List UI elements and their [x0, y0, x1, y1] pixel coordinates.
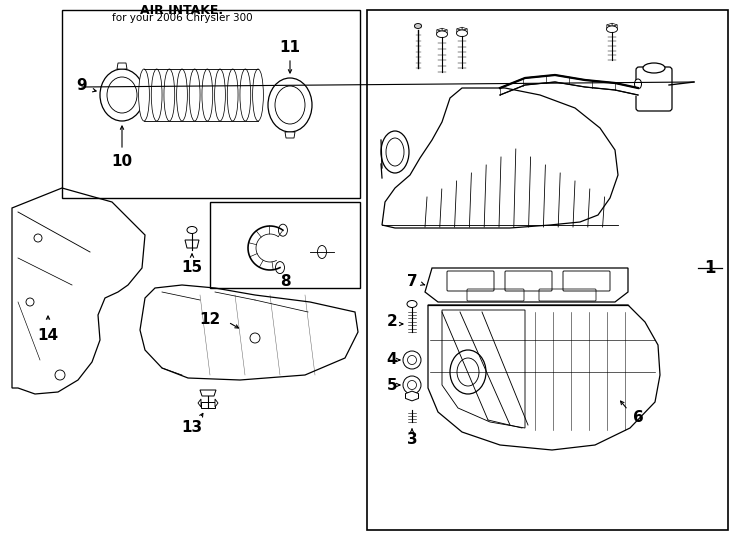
Polygon shape: [215, 399, 218, 407]
Ellipse shape: [252, 69, 264, 121]
Ellipse shape: [450, 350, 486, 394]
Ellipse shape: [228, 69, 238, 121]
Text: 4: 4: [387, 353, 397, 368]
Ellipse shape: [381, 131, 409, 173]
Ellipse shape: [407, 300, 417, 307]
Polygon shape: [462, 27, 468, 30]
Ellipse shape: [214, 69, 225, 121]
Ellipse shape: [275, 86, 305, 124]
Text: 12: 12: [200, 313, 221, 327]
Polygon shape: [117, 63, 127, 69]
Text: 9: 9: [76, 78, 87, 92]
Polygon shape: [462, 30, 468, 34]
Polygon shape: [607, 26, 612, 30]
Text: AIR INTAKE.: AIR INTAKE.: [140, 4, 224, 17]
FancyBboxPatch shape: [636, 67, 672, 111]
Polygon shape: [185, 240, 199, 248]
Polygon shape: [437, 31, 442, 35]
Polygon shape: [457, 27, 462, 30]
Ellipse shape: [457, 358, 479, 386]
Ellipse shape: [202, 69, 213, 121]
Polygon shape: [200, 390, 216, 396]
Text: 5: 5: [387, 377, 397, 393]
Ellipse shape: [643, 63, 665, 73]
Ellipse shape: [606, 26, 617, 32]
Polygon shape: [612, 25, 617, 28]
Polygon shape: [607, 25, 612, 28]
Circle shape: [55, 370, 65, 380]
Ellipse shape: [278, 224, 288, 236]
Text: for your 2006 Chrysler 300: for your 2006 Chrysler 300: [112, 13, 252, 23]
Ellipse shape: [187, 226, 197, 233]
Circle shape: [403, 351, 421, 369]
Text: 3: 3: [407, 433, 418, 448]
Polygon shape: [607, 23, 612, 26]
Ellipse shape: [386, 138, 404, 166]
Polygon shape: [442, 28, 447, 31]
Polygon shape: [437, 28, 442, 31]
Ellipse shape: [189, 69, 200, 121]
Ellipse shape: [415, 24, 421, 29]
Text: 13: 13: [181, 421, 203, 435]
Ellipse shape: [151, 69, 162, 121]
Polygon shape: [405, 391, 418, 401]
Text: 7: 7: [407, 274, 418, 289]
Text: 15: 15: [181, 260, 203, 275]
Polygon shape: [457, 29, 462, 32]
Polygon shape: [201, 402, 215, 408]
Polygon shape: [442, 30, 447, 33]
Ellipse shape: [457, 30, 468, 37]
Text: 6: 6: [633, 410, 644, 426]
Text: 2: 2: [387, 314, 397, 329]
Ellipse shape: [275, 261, 285, 274]
Ellipse shape: [100, 69, 144, 121]
Ellipse shape: [177, 69, 187, 121]
Polygon shape: [285, 132, 295, 138]
Polygon shape: [457, 30, 462, 34]
Polygon shape: [612, 23, 617, 26]
Text: 1: 1: [704, 259, 716, 277]
Ellipse shape: [107, 77, 137, 113]
Ellipse shape: [268, 78, 312, 132]
Text: 8: 8: [280, 274, 291, 289]
Polygon shape: [442, 31, 447, 35]
Polygon shape: [437, 30, 442, 33]
Ellipse shape: [634, 79, 642, 89]
Ellipse shape: [240, 69, 251, 121]
Ellipse shape: [437, 31, 448, 38]
Ellipse shape: [318, 246, 327, 259]
Text: 10: 10: [112, 154, 133, 170]
Circle shape: [403, 376, 421, 394]
Polygon shape: [198, 399, 201, 407]
Ellipse shape: [139, 69, 150, 121]
Text: 14: 14: [37, 327, 59, 342]
Polygon shape: [462, 29, 468, 32]
Polygon shape: [612, 26, 617, 30]
Text: 11: 11: [280, 40, 300, 56]
Ellipse shape: [164, 69, 175, 121]
